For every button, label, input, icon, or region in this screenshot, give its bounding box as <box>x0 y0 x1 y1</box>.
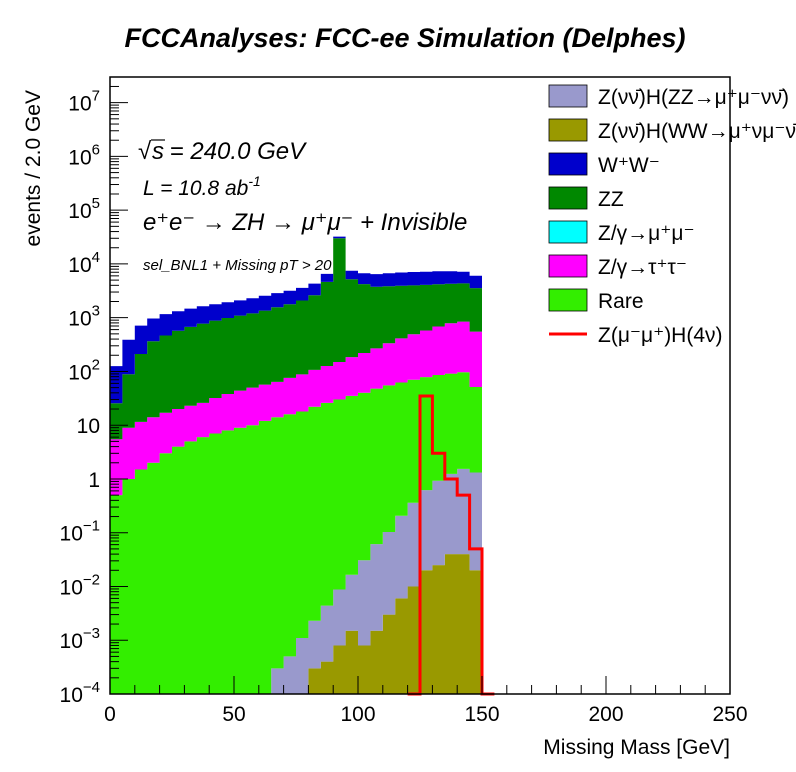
legend-swatch <box>548 220 588 244</box>
lumi-main: L = 10.8 ab <box>143 177 249 200</box>
y-tick-label: 105 <box>68 195 100 223</box>
histogram-area-series-5 <box>110 238 482 440</box>
legend-label: W⁺W⁻ <box>598 154 660 177</box>
histogram-area-series-1 <box>258 468 482 694</box>
physics-annotations: √ s = 240.0 GeV L = 10.8 ab-1 e⁺e⁻ → ZH … <box>138 138 467 274</box>
y-tick-label: 106 <box>68 141 100 169</box>
sqrt-s-value: = 240.0 GeV <box>163 138 307 165</box>
process-label: e⁺e⁻ → ZH → μ⁺μ⁻ + Invisible <box>143 209 467 236</box>
sqrt-s-symbol: s <box>152 138 164 165</box>
axes: 0 50 100 150 200 25010710610510410310210110−1… <box>60 76 748 726</box>
legend-swatch <box>548 152 588 176</box>
histogram-area-series-2 <box>110 372 482 694</box>
legend-swatch <box>548 84 588 108</box>
x-tick-label: 150 <box>464 703 499 726</box>
plot-area <box>110 236 495 696</box>
legend: Z(νν̄)H(ZZ→μ⁺μ⁻νν̄) Z(νν̄)H(WW→μ⁺νμ⁻ν̄) W⁺… <box>548 84 796 347</box>
histogram-area-series-6 <box>110 236 482 404</box>
legend-label: ZZ <box>598 188 624 211</box>
legend-swatch <box>548 254 588 278</box>
legend-label: Z(νν̄)H(WW→μ⁺νμ⁻ν̄) <box>598 120 796 143</box>
y-tick-label: 10 <box>77 415 100 438</box>
x-tick-label: 0 <box>104 703 116 726</box>
y-tick-label: 10−1 <box>60 518 100 546</box>
x-tick-label: 250 <box>712 703 747 726</box>
y-tick-label: 10−3 <box>60 625 100 653</box>
x-tick-label: 200 <box>588 703 623 726</box>
y-tick-label: 107 <box>68 88 100 116</box>
x-tick-label: 50 <box>222 703 245 726</box>
lumi-label: L = 10.8 ab-1 <box>143 173 261 200</box>
y-tick-label: 103 <box>68 303 100 331</box>
legend-label: Z/γ→μ⁺μ⁻ <box>598 222 695 245</box>
x-axis-label: Missing Mass [GeV] <box>543 736 730 759</box>
legend-label: Z(νν̄)H(ZZ→μ⁺μ⁻νν̄) <box>598 86 789 109</box>
y-tick-label: 10−2 <box>60 571 100 599</box>
x-tick-label: 100 <box>340 703 375 726</box>
selection-label: sel_BNL1 + Missing pT > 20 <box>143 257 332 274</box>
legend-label: Rare <box>598 290 644 313</box>
y-tick-label: 1 <box>88 469 100 492</box>
y-tick-label: 102 <box>68 356 100 384</box>
signal-line-series-7 <box>407 394 495 696</box>
sqrt-s-radical: √ <box>138 138 152 165</box>
plot-frame <box>109 76 731 695</box>
y-axis-label: events / 2.0 GeV <box>22 90 45 246</box>
lumi-exponent: -1 <box>248 173 260 189</box>
histogram-area-series-0 <box>296 554 482 694</box>
legend-swatch <box>548 118 588 142</box>
chart-title: FCCAnalyses: FCC-ee Simulation (Delphes) <box>124 23 685 53</box>
legend-swatch <box>548 288 588 312</box>
legend-label: Z/γ→τ⁺τ⁻ <box>598 256 687 279</box>
histogram-area-series-3 <box>110 321 482 496</box>
legend-label: Z(μ⁻μ⁺)H(4ν) <box>598 324 723 347</box>
y-tick-label: 104 <box>68 249 100 277</box>
legend-swatch <box>548 186 588 210</box>
y-tick-label: 10−4 <box>60 679 100 707</box>
